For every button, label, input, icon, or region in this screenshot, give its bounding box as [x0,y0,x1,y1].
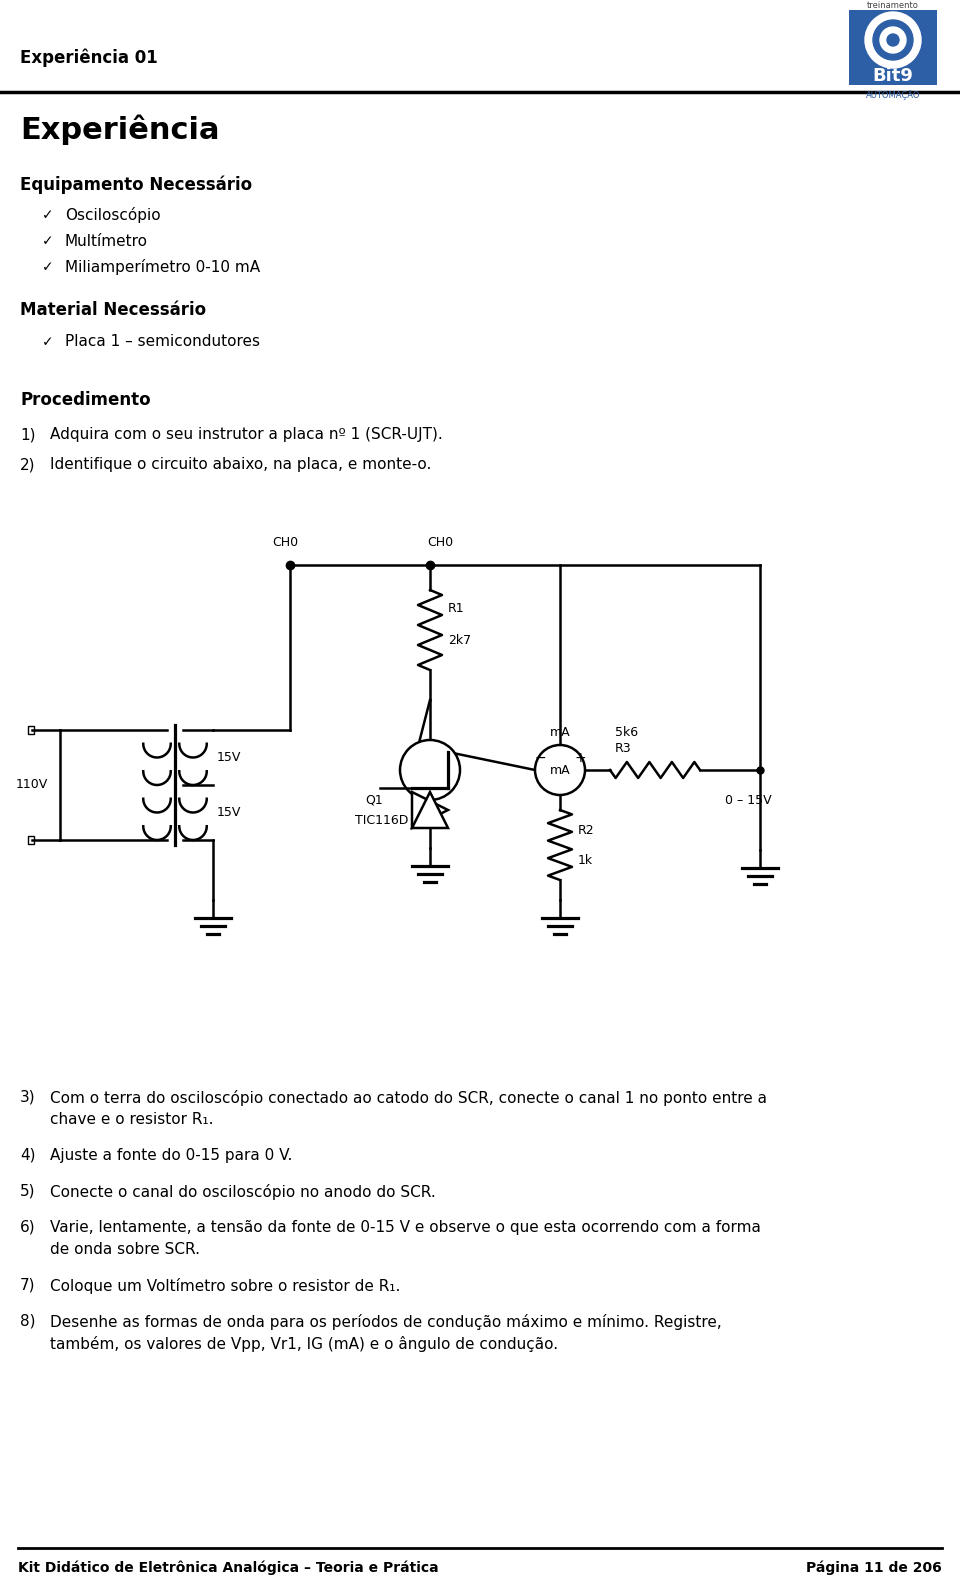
Text: +: + [574,750,586,765]
Circle shape [887,35,899,46]
Text: mA: mA [550,763,570,776]
Circle shape [535,746,585,795]
Text: Bit9: Bit9 [873,66,913,85]
Text: treinamento: treinamento [867,0,919,9]
Text: 6): 6) [20,1220,36,1236]
Text: Q1: Q1 [365,793,383,806]
Text: 5k6: 5k6 [615,725,638,738]
Text: Ajuste a fonte do 0-15 para 0 V.: Ajuste a fonte do 0-15 para 0 V. [50,1149,293,1163]
Circle shape [880,27,906,54]
Text: Conecte o canal do osciloscópio no anodo do SCR.: Conecte o canal do osciloscópio no anodo… [50,1183,436,1199]
Text: 7): 7) [20,1278,36,1292]
Text: CH0: CH0 [272,537,298,550]
Text: −: − [534,750,546,765]
Text: Experiência: Experiência [20,115,220,145]
Text: 2k7: 2k7 [448,634,471,646]
Text: 15V: 15V [217,806,241,818]
Text: Identifique o circuito abaixo, na placa, e monte-o.: Identifique o circuito abaixo, na placa,… [50,458,431,472]
Text: 0 – 15V: 0 – 15V [725,793,771,806]
Text: R3: R3 [615,741,632,755]
Circle shape [865,13,921,68]
Text: Material Necessário: Material Necessário [20,302,206,319]
Text: Procedimento: Procedimento [20,390,151,409]
Text: Multímetro: Multímetro [65,234,148,248]
Text: ✓: ✓ [42,261,54,273]
Text: 1): 1) [20,428,36,442]
Bar [28,725,34,735]
Polygon shape [412,792,448,828]
Text: Adquira com o seu instrutor a placa nº 1 (SCR-UJT).: Adquira com o seu instrutor a placa nº 1… [50,428,443,442]
Text: 2): 2) [20,458,36,472]
Text: Desenhe as formas de onda para os períodos de condução máximo e mínimo. Registre: Desenhe as formas de onda para os períod… [50,1315,722,1330]
Text: Placa 1 – semicondutores: Placa 1 – semicondutores [65,335,260,349]
Text: ✓: ✓ [42,209,54,223]
Text: Com o terra do osciloscópio conectado ao catodo do SCR, conecte o canal 1 no pon: Com o terra do osciloscópio conectado ao… [50,1090,767,1106]
Text: também, os valores de Vpp, Vr1, IG (mA) e o ângulo de condução.: também, os valores de Vpp, Vr1, IG (mA) … [50,1337,558,1352]
Circle shape [873,21,913,60]
Text: TIC116D: TIC116D [355,814,408,826]
Text: 3): 3) [20,1090,36,1104]
Text: Varie, lentamente, a tensão da fonte de 0-15 V e observe o que esta ocorrendo co: Varie, lentamente, a tensão da fonte de … [50,1220,761,1236]
Text: ✓: ✓ [42,335,54,349]
Text: 8): 8) [20,1315,36,1329]
Text: chave e o resistor R₁.: chave e o resistor R₁. [50,1112,213,1127]
Text: 110V: 110V [15,779,48,792]
Text: ✓: ✓ [42,234,54,248]
Text: 4): 4) [20,1149,36,1163]
Circle shape [400,739,460,799]
Text: AUTOMAÇÃO: AUTOMAÇÃO [866,90,921,100]
Polygon shape [412,792,448,828]
Bar [28,836,34,844]
Text: Experiência 01: Experiência 01 [20,49,157,68]
Text: Página 11 de 206: Página 11 de 206 [806,1561,942,1575]
FancyBboxPatch shape [849,9,937,85]
Text: Equipamento Necessário: Equipamento Necessário [20,175,252,194]
Text: 5): 5) [20,1183,36,1199]
Text: Osciloscópio: Osciloscópio [65,207,160,223]
Text: Coloque um Voltímetro sobre o resistor de R₁.: Coloque um Voltímetro sobre o resistor d… [50,1278,400,1294]
Text: 1k: 1k [578,853,593,866]
Text: mA: mA [550,725,570,738]
Text: de onda sobre SCR.: de onda sobre SCR. [50,1242,200,1258]
Text: Miliamperímetro 0-10 mA: Miliamperímetro 0-10 mA [65,259,260,275]
Text: 15V: 15V [217,750,241,765]
Text: CH0: CH0 [427,537,453,550]
Text: Kit Didático de Eletrônica Analógica – Teoria e Prática: Kit Didático de Eletrônica Analógica – T… [18,1561,439,1575]
Text: R2: R2 [578,823,594,836]
Text: R1: R1 [448,602,465,615]
